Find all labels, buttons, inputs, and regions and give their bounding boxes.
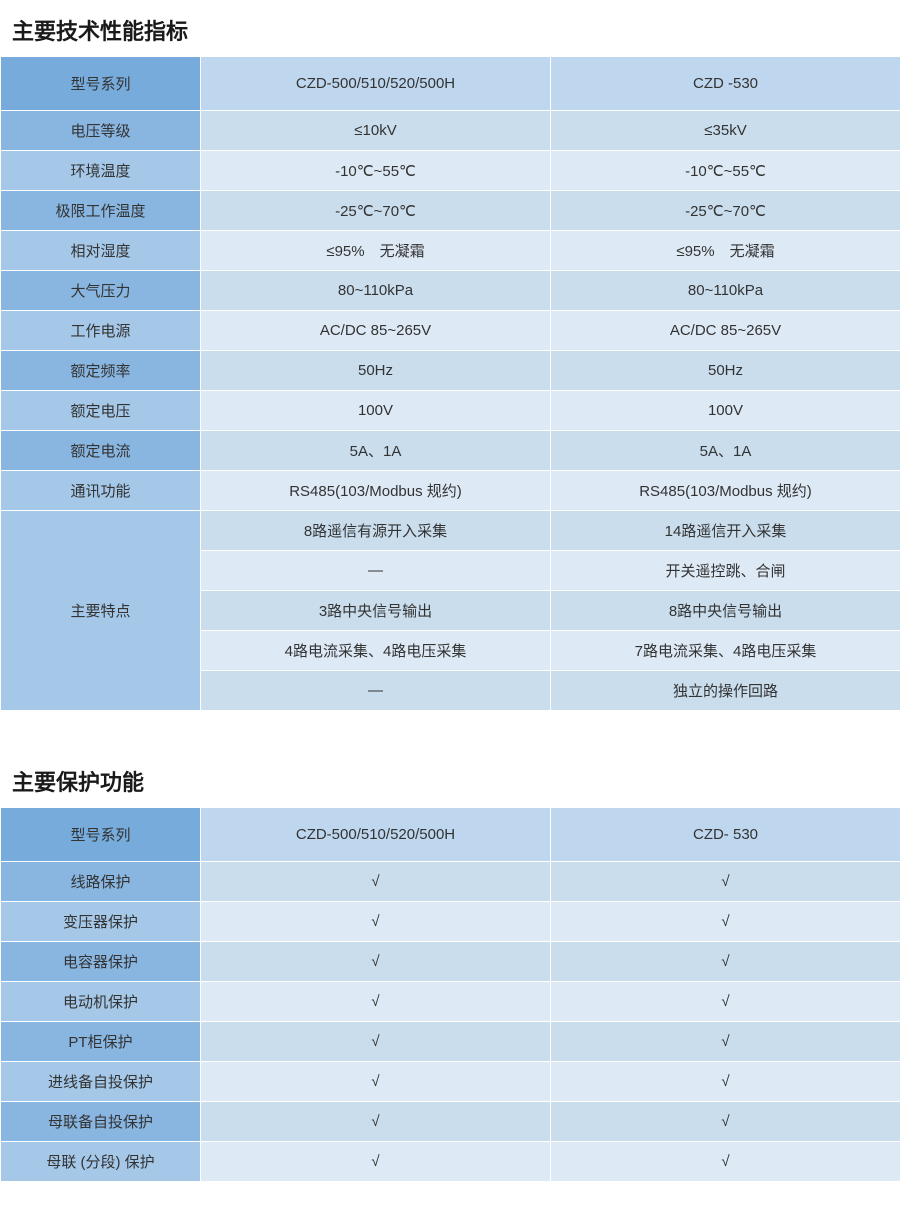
row-col2: 7路电流采集、4路电压采集 [551, 631, 900, 671]
row-label: 电容器保护 [1, 942, 201, 982]
table-row: 线路保护√√ [1, 862, 900, 902]
table-row: 进线备自投保护√√ [1, 1062, 900, 1102]
table-row: 额定频率50Hz50Hz [1, 351, 900, 391]
table-header-row: 型号系列CZD-500/510/520/500HCZD- 530 [1, 808, 900, 862]
row-label: 通讯功能 [1, 471, 201, 511]
table-protection: 型号系列CZD-500/510/520/500HCZD- 530线路保护√√变压… [0, 807, 900, 1182]
row-col1: √ [201, 1062, 551, 1102]
row-col2: √ [551, 942, 900, 982]
row-col2: √ [551, 1142, 900, 1182]
row-col2: √ [551, 1022, 900, 1062]
table-row: 环境温度-10℃~55℃-10℃~55℃ [1, 151, 900, 191]
row-label: 额定频率 [1, 351, 201, 391]
table-row: 电压等级≤10kV≤35kV [1, 111, 900, 151]
table-header-row: 型号系列CZD-500/510/520/500HCZD -530 [1, 57, 900, 111]
section-protection: 主要保护功能 型号系列CZD-500/510/520/500HCZD- 530线… [0, 751, 900, 1182]
row-col2: 5A、1A [551, 431, 900, 471]
row-col1: √ [201, 942, 551, 982]
header-col2: CZD -530 [551, 57, 900, 111]
row-col1: AC/DC 85~265V [201, 311, 551, 351]
row-col2: 14路遥信开入采集 [551, 511, 900, 551]
row-col2: -25℃~70℃ [551, 191, 900, 231]
row-label: 额定电流 [1, 431, 201, 471]
features-label: 主要特点 [1, 511, 201, 711]
section-tech-specs: 主要技术性能指标 型号系列CZD-500/510/520/500HCZD -53… [0, 0, 900, 711]
row-col1: √ [201, 862, 551, 902]
row-col2: √ [551, 982, 900, 1022]
row-label: 线路保护 [1, 862, 201, 902]
row-col1: 80~110kPa [201, 271, 551, 311]
row-label: 母联 (分段) 保护 [1, 1142, 201, 1182]
row-col1: √ [201, 1142, 551, 1182]
header-col1: CZD-500/510/520/500H [201, 57, 551, 111]
table-row-feature: 主要特点8路遥信有源开入采集14路遥信开入采集 [1, 511, 900, 551]
header-col2: CZD- 530 [551, 808, 900, 862]
row-col2: 80~110kPa [551, 271, 900, 311]
row-col1: √ [201, 982, 551, 1022]
row-col2: ≤35kV [551, 111, 900, 151]
row-col1: √ [201, 902, 551, 942]
row-col2: √ [551, 1062, 900, 1102]
table-row: 相对湿度≤95% 无凝霜≤95% 无凝霜 [1, 231, 900, 271]
row-col2: 独立的操作回路 [551, 671, 900, 711]
row-label: 大气压力 [1, 271, 201, 311]
row-col2: -10℃~55℃ [551, 151, 900, 191]
table-row: PT柜保护√√ [1, 1022, 900, 1062]
table-row: 电动机保护√√ [1, 982, 900, 1022]
row-col2: AC/DC 85~265V [551, 311, 900, 351]
row-col1: ≤95% 无凝霜 [201, 231, 551, 271]
row-col2: 开关遥控跳、合闸 [551, 551, 900, 591]
row-col1: RS485(103/Modbus 规约) [201, 471, 551, 511]
row-col1: √ [201, 1102, 551, 1142]
row-label: PT柜保护 [1, 1022, 201, 1062]
row-label: 工作电源 [1, 311, 201, 351]
section-title-tech-specs: 主要技术性能指标 [0, 0, 900, 56]
row-col2: 8路中央信号输出 [551, 591, 900, 631]
table-row: 母联备自投保护√√ [1, 1102, 900, 1142]
section-title-protection: 主要保护功能 [0, 751, 900, 807]
table-row: 额定电压100V100V [1, 391, 900, 431]
row-col1: 100V [201, 391, 551, 431]
row-col2: √ [551, 1102, 900, 1142]
header-label: 型号系列 [1, 808, 201, 862]
row-col2: √ [551, 902, 900, 942]
row-col1: — [201, 551, 551, 591]
row-col1: 50Hz [201, 351, 551, 391]
row-col1: -25℃~70℃ [201, 191, 551, 231]
row-label: 进线备自投保护 [1, 1062, 201, 1102]
row-col2: 50Hz [551, 351, 900, 391]
row-label: 电压等级 [1, 111, 201, 151]
row-col1: ≤10kV [201, 111, 551, 151]
row-col2: ≤95% 无凝霜 [551, 231, 900, 271]
row-col1: -10℃~55℃ [201, 151, 551, 191]
table-tech-specs: 型号系列CZD-500/510/520/500HCZD -530电压等级≤10k… [0, 56, 900, 711]
row-col1: 8路遥信有源开入采集 [201, 511, 551, 551]
row-col1: 4路电流采集、4路电压采集 [201, 631, 551, 671]
row-col2: 100V [551, 391, 900, 431]
table-row: 电容器保护√√ [1, 942, 900, 982]
row-label: 电动机保护 [1, 982, 201, 1022]
row-label: 额定电压 [1, 391, 201, 431]
table-row: 额定电流5A、1A5A、1A [1, 431, 900, 471]
table-row: 极限工作温度-25℃~70℃-25℃~70℃ [1, 191, 900, 231]
row-col1: √ [201, 1022, 551, 1062]
row-label: 母联备自投保护 [1, 1102, 201, 1142]
table-row: 母联 (分段) 保护√√ [1, 1142, 900, 1182]
table-row: 变压器保护√√ [1, 902, 900, 942]
row-label: 相对湿度 [1, 231, 201, 271]
row-col2: RS485(103/Modbus 规约) [551, 471, 900, 511]
table-row: 大气压力80~110kPa80~110kPa [1, 271, 900, 311]
row-label: 变压器保护 [1, 902, 201, 942]
header-col1: CZD-500/510/520/500H [201, 808, 551, 862]
header-label: 型号系列 [1, 57, 201, 111]
row-col1: — [201, 671, 551, 711]
row-label: 极限工作温度 [1, 191, 201, 231]
row-col2: √ [551, 862, 900, 902]
row-col1: 5A、1A [201, 431, 551, 471]
row-label: 环境温度 [1, 151, 201, 191]
table-row: 工作电源AC/DC 85~265VAC/DC 85~265V [1, 311, 900, 351]
table-row: 通讯功能RS485(103/Modbus 规约)RS485(103/Modbus… [1, 471, 900, 511]
row-col1: 3路中央信号输出 [201, 591, 551, 631]
